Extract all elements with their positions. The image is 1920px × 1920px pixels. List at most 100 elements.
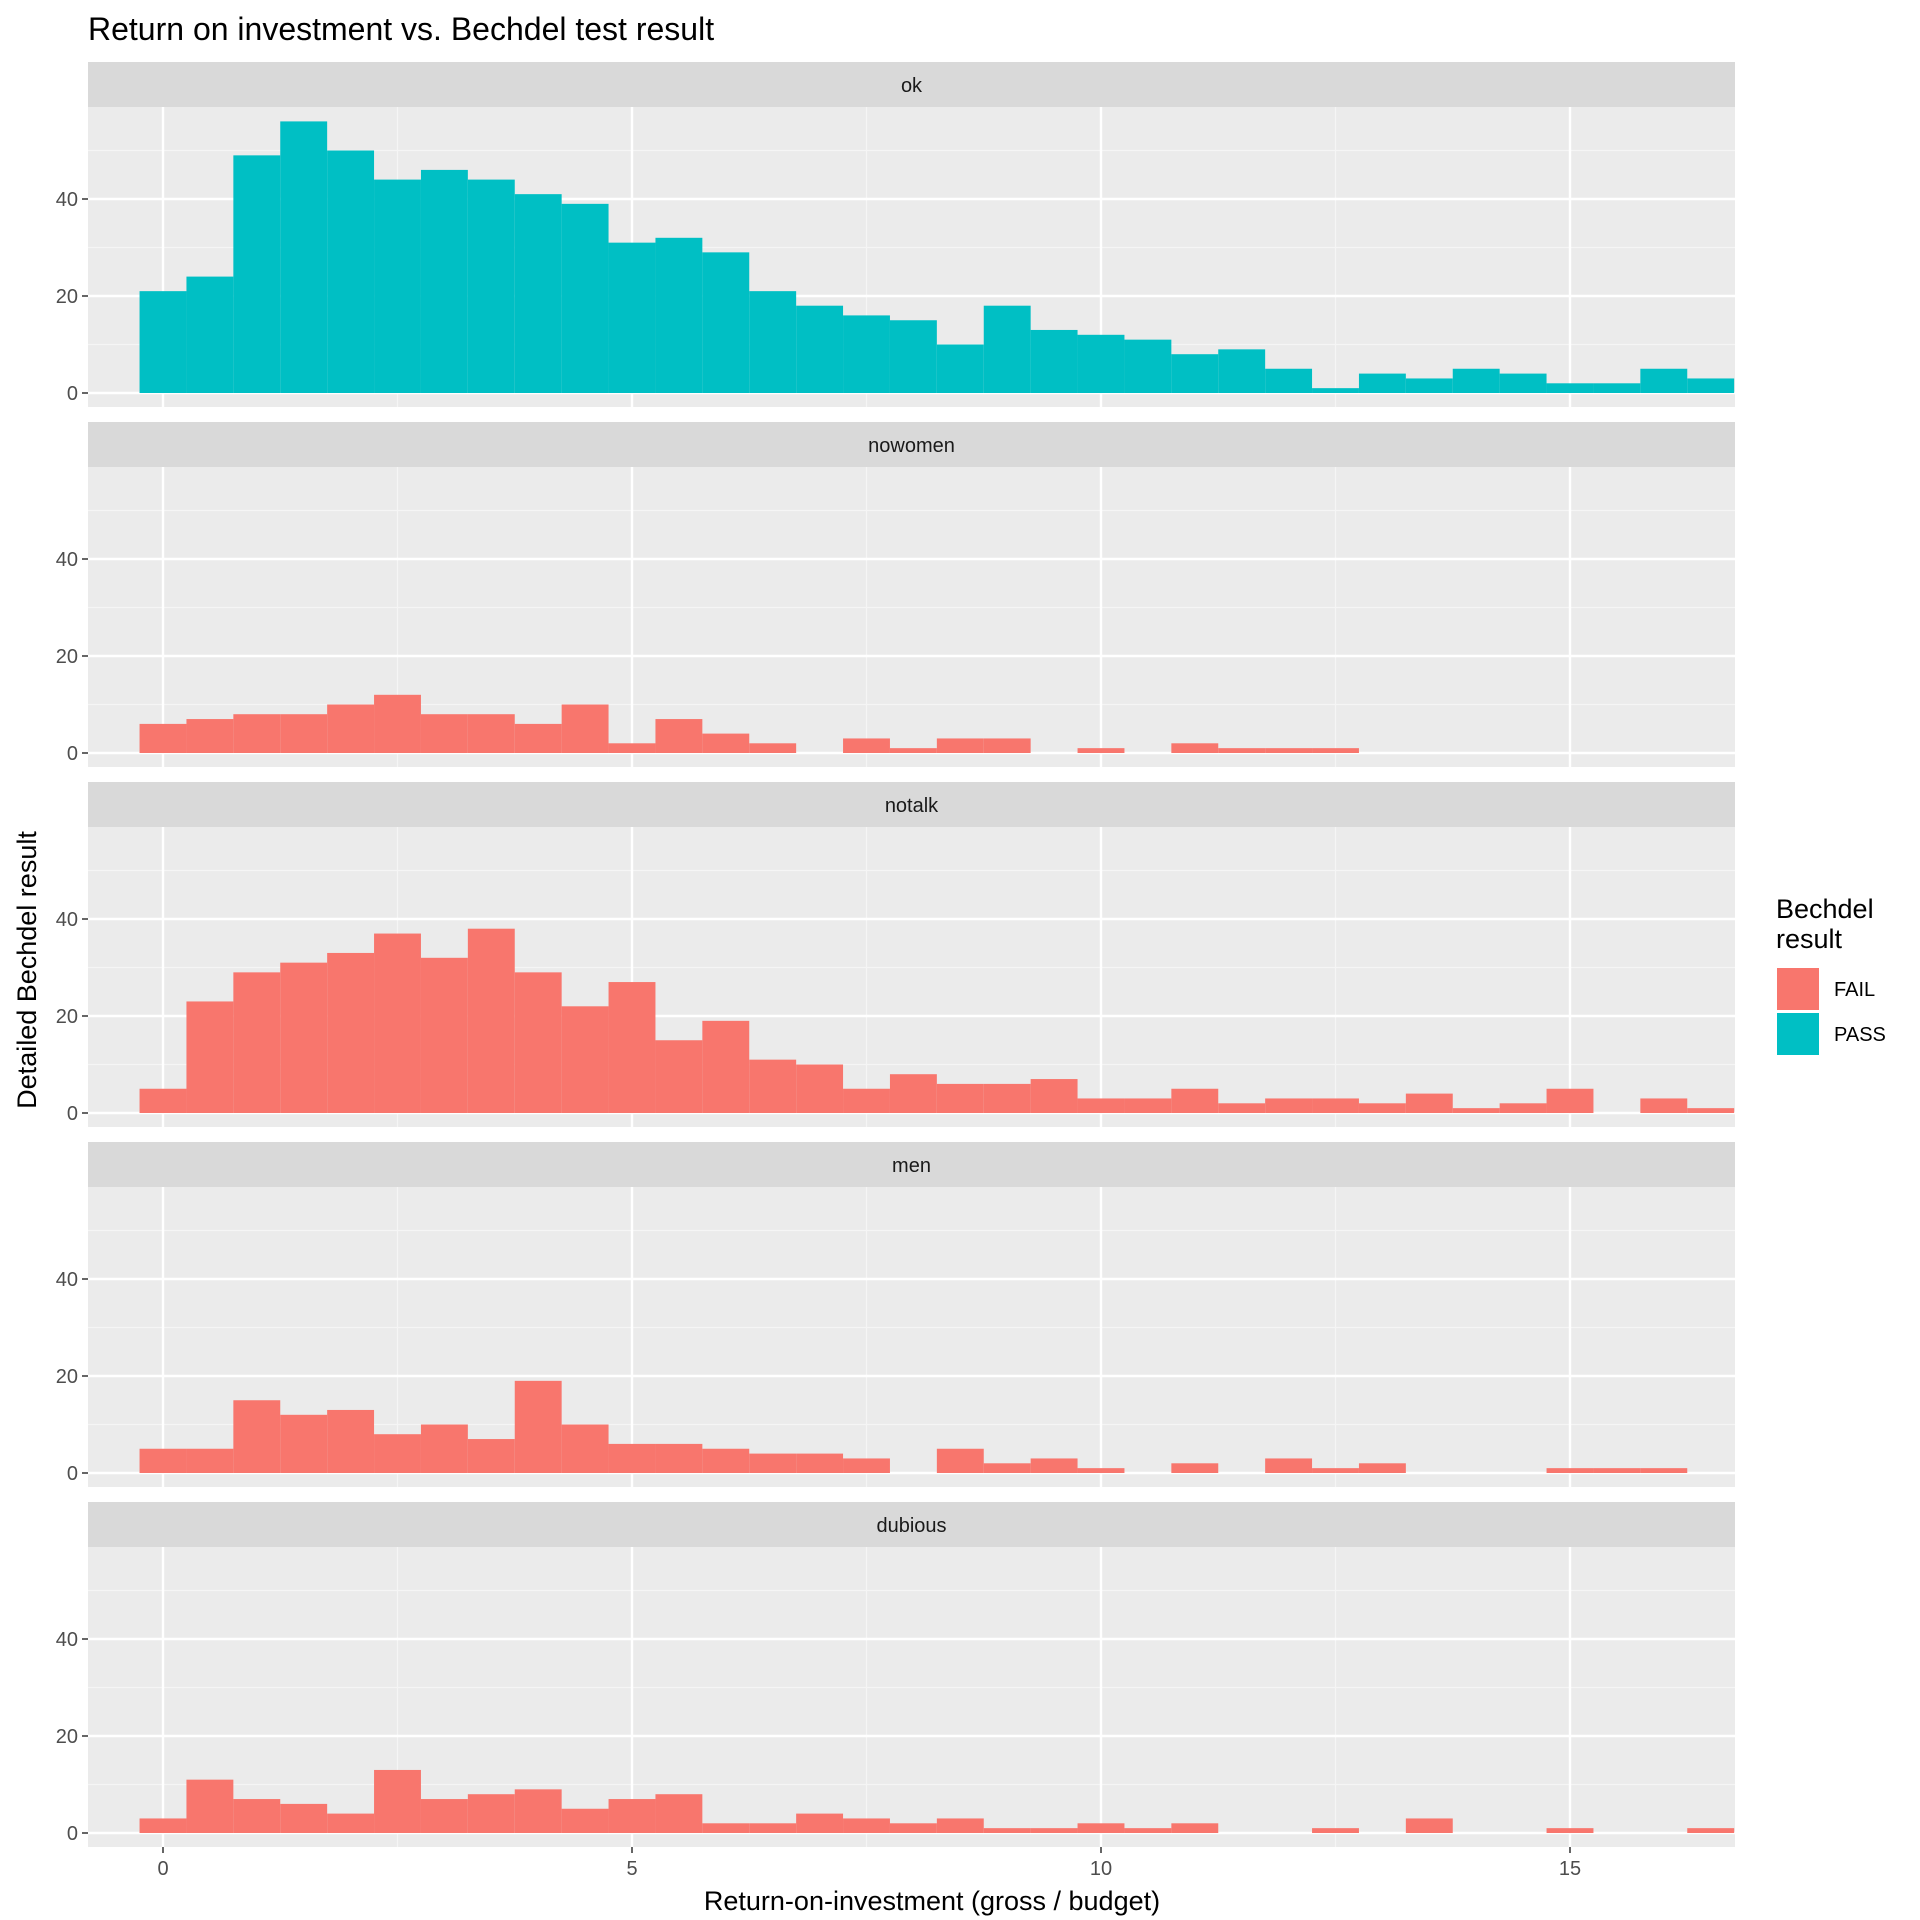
histogram-bar [139,1818,187,1833]
histogram-bar [1265,1458,1313,1473]
histogram-bar [561,1006,609,1113]
legend-title: result [1776,924,1843,954]
histogram-bar [1593,383,1641,393]
histogram-bar [467,179,515,393]
y-tick-label: 0 [67,1463,78,1485]
histogram-bar [1077,1468,1125,1473]
chart-title: Return on investment vs. Bechdel test re… [88,11,714,47]
histogram-bar [1546,1468,1594,1473]
histogram-bar [1405,378,1453,393]
histogram-bar [702,733,750,753]
histogram-bar [467,928,515,1113]
histogram-bar [1640,1468,1688,1473]
histogram-bar [749,1453,797,1473]
facet-notalk: notalk 0 20 40 [56,782,1735,1127]
histogram-bar [233,155,281,393]
histogram-bar [1405,1093,1453,1113]
y-tick-label: 20 [56,1366,78,1388]
legend-swatch-fail [1775,966,1821,1012]
legend-label-pass: PASS [1834,1024,1886,1046]
histogram-bar [702,1020,750,1113]
histogram-bar [936,738,984,753]
y-tick-label: 40 [56,1629,78,1651]
histogram-bar [514,972,562,1113]
histogram-bar [1499,1103,1547,1113]
histogram-bar [420,714,468,753]
histogram-bar [561,1424,609,1473]
histogram-bar [280,1414,328,1473]
y-tick-label: 40 [56,549,78,571]
histogram-bar [1171,1463,1219,1473]
facet-strip-label: notalk [885,795,939,817]
histogram-bar [280,962,328,1113]
histogram-bar [796,305,844,393]
histogram-bar [374,179,421,393]
legend-swatch-pass [1775,1011,1821,1057]
histogram-bar [1358,373,1406,393]
histogram-bar [561,704,609,753]
histogram-bar [936,1818,984,1833]
histogram-bar [843,1818,890,1833]
histogram-bar [514,1789,562,1833]
histogram-bar [1499,373,1547,393]
histogram-bar [1546,1088,1594,1113]
histogram-bar [889,1074,937,1113]
histogram-bar [889,320,937,393]
histogram-bar [1312,1468,1359,1473]
histogram-bar [936,344,984,393]
histogram-bar [1077,1098,1125,1113]
facet-strip-label: nowomen [868,435,955,457]
facet-strip [88,422,1735,467]
histogram-bar [983,1083,1031,1113]
histogram-bar [1124,1098,1172,1113]
histogram-bar [843,1088,890,1113]
facet-strip-label: men [892,1155,931,1177]
histogram-bar [1218,349,1266,393]
histogram-bar [1077,1823,1125,1833]
histogram-bar [749,1823,797,1833]
histogram-bar [1687,378,1735,393]
histogram-bar [1405,1818,1453,1833]
histogram-bar [1030,1458,1078,1473]
histogram-bar [1312,1828,1359,1833]
histogram-bar [327,704,375,753]
histogram-bar [1265,368,1313,393]
histogram-bar [1030,329,1078,393]
histogram-bar [702,252,750,393]
histogram-bar [749,1059,797,1113]
bars-nowomen [139,694,1359,753]
histogram-bar [889,1823,937,1833]
histogram-bar [420,957,468,1113]
facet-strip [88,1142,1735,1187]
histogram-bar [702,1823,750,1833]
histogram-bar [561,203,609,393]
bars-notalk [139,928,1735,1113]
panel-background [88,1547,1735,1847]
histogram-bar [1687,1108,1735,1113]
histogram-bar [467,714,515,753]
histogram-bar [1312,748,1359,753]
histogram-bar [1265,748,1313,753]
x-tick-label: 10 [1090,1858,1112,1880]
histogram-bar [983,1463,1031,1473]
histogram-bar [983,738,1031,753]
x-tick-label: 0 [157,1858,168,1880]
facet-men: men 0 20 40 [56,1142,1735,1487]
histogram-bar [374,694,421,753]
y-tick-label: 20 [56,1726,78,1748]
histogram-bar [280,1803,328,1833]
histogram-bar [936,1448,984,1473]
y-tick-label: 40 [56,1269,78,1291]
histogram-bar [514,194,562,393]
histogram-bar [1124,339,1172,393]
legend-label-fail: FAIL [1834,979,1875,1001]
histogram-bar [233,714,281,753]
histogram-bar [1218,1103,1266,1113]
facet-nowomen: nowomen 0 20 40 [56,422,1735,767]
histogram-bar [514,1380,562,1473]
facet-strip [88,782,1735,827]
facet-strip-label: dubious [876,1515,946,1537]
histogram-bar [280,121,328,394]
legend-title: Bechdel [1776,894,1874,924]
